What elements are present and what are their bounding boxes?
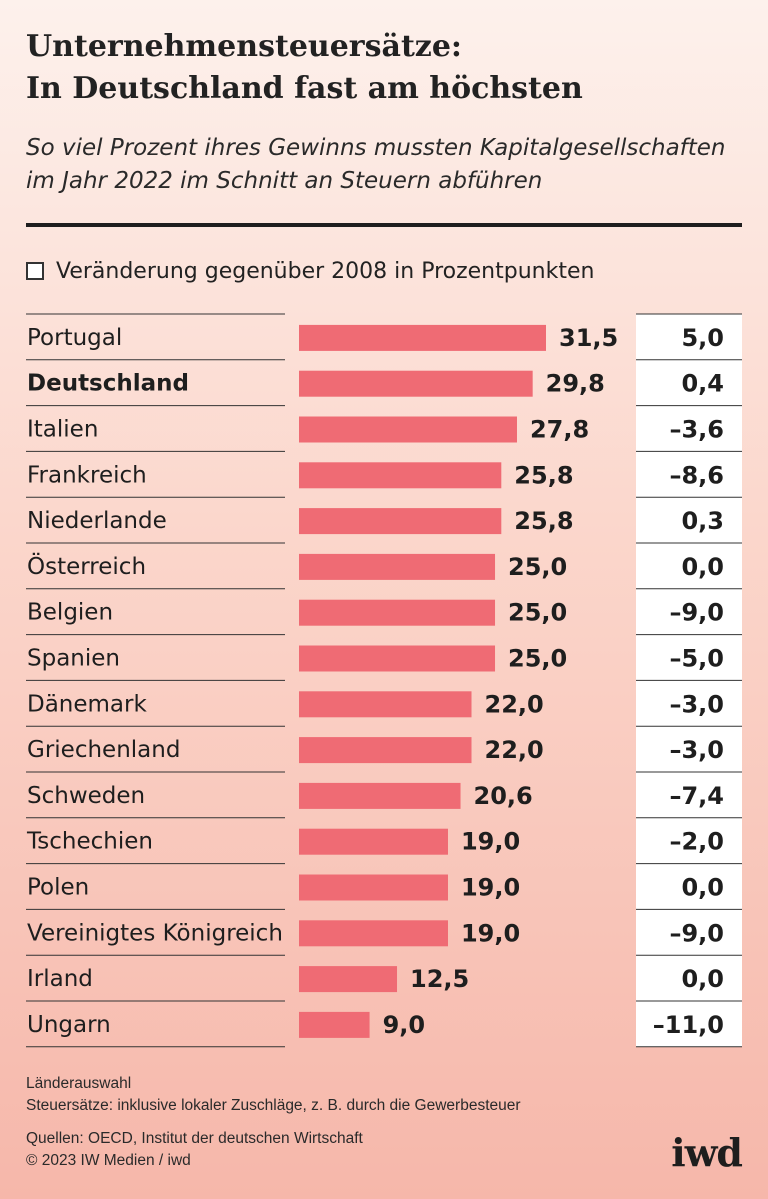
change-value-label: –3,0 xyxy=(669,736,724,764)
bar-value-label: 25,8 xyxy=(514,461,573,489)
header-divider xyxy=(26,223,742,227)
bar xyxy=(299,553,496,580)
category-label: Spanien xyxy=(27,646,120,672)
legend-swatch xyxy=(26,262,44,280)
category-label: Frankreich xyxy=(27,462,147,488)
category-label: Portugal xyxy=(27,325,122,351)
change-value-label: –9,0 xyxy=(669,599,724,627)
bar xyxy=(299,599,496,626)
bar-value-label: 25,0 xyxy=(508,645,567,673)
bar xyxy=(299,508,502,535)
copyright-line: © 2023 IW Medien / iwd xyxy=(26,1152,191,1169)
category-label: Irland xyxy=(27,966,93,992)
bar-value-label: 29,8 xyxy=(546,370,605,398)
category-label: Belgien xyxy=(27,600,113,626)
change-value-label: –3,0 xyxy=(669,690,724,718)
category-label: Tschechien xyxy=(26,829,153,855)
category-label: Griechenland xyxy=(27,737,180,763)
bar xyxy=(299,462,502,489)
bar-value-label: 19,0 xyxy=(461,874,520,902)
chart-title: Unternehmensteuersätze: In Deutschland f… xyxy=(26,26,746,110)
change-value-label: –2,0 xyxy=(669,828,724,856)
chart-subtitle: So viel Prozent ihres Gewinns mussten Ka… xyxy=(26,132,746,198)
footnote-tax-rates: Steuersätze: inklusive lokaler Zuschläge… xyxy=(26,1097,521,1114)
footnotes: Länderauswahl Steuersätze: inklusive lok… xyxy=(26,1073,521,1117)
legend-label: Veränderung gegenüber 2008 in Prozentpun… xyxy=(56,258,595,284)
bar-value-label: 12,5 xyxy=(410,965,469,993)
change-value-label: –11,0 xyxy=(653,1011,724,1039)
change-value-label: 5,0 xyxy=(681,324,724,352)
bar-value-label: 22,0 xyxy=(485,690,544,718)
category-label: Italien xyxy=(27,417,98,443)
bar-value-label: 31,5 xyxy=(559,324,618,352)
bar-value-label: 25,0 xyxy=(508,553,567,581)
category-label: Dänemark xyxy=(27,691,147,717)
bar xyxy=(299,324,546,351)
category-label: Ungarn xyxy=(27,1012,111,1038)
category-label: Niederlande xyxy=(27,508,167,534)
legend: Veränderung gegenüber 2008 in Prozentpun… xyxy=(26,256,594,286)
bar-value-label: 25,0 xyxy=(508,599,567,627)
iwd-logo: iwd xyxy=(671,1130,743,1175)
bar xyxy=(299,645,496,672)
category-label: Polen xyxy=(27,875,89,901)
bar-value-label: 27,8 xyxy=(530,416,589,444)
subtitle-line-1: So viel Prozent ihres Gewinns mussten Ka… xyxy=(26,135,726,161)
bar xyxy=(299,828,448,855)
change-value-label: 0,0 xyxy=(681,874,724,902)
bar xyxy=(299,1011,370,1038)
bar-value-label: 25,8 xyxy=(514,507,573,535)
change-value-label: 0,3 xyxy=(681,507,724,535)
change-value-label: –7,4 xyxy=(669,782,724,810)
subtitle-line-2: im Jahr 2022 im Schnitt an Steuern abfüh… xyxy=(26,168,543,194)
bar xyxy=(299,416,517,443)
change-value-label: 0,4 xyxy=(681,370,724,398)
bar xyxy=(299,782,461,809)
change-value-label: 0,0 xyxy=(681,965,724,993)
category-label: Schweden xyxy=(27,783,145,809)
source-credits: Quellen: OECD, Institut der deutschen Wi… xyxy=(26,1128,363,1172)
bar xyxy=(299,920,448,947)
change-value-label: 0,0 xyxy=(681,553,724,581)
bar xyxy=(299,966,398,993)
bar xyxy=(299,874,448,901)
bar xyxy=(299,737,472,764)
bar xyxy=(299,691,472,718)
bar-value-label: 20,6 xyxy=(474,782,533,810)
change-value-label: –3,6 xyxy=(669,416,724,444)
change-value-label: –9,0 xyxy=(669,919,724,947)
change-value-label: –5,0 xyxy=(669,645,724,673)
bar xyxy=(299,370,533,397)
title-line-1: Unternehmensteuersätze: xyxy=(26,29,462,64)
source-line: Quellen: OECD, Institut der deutschen Wi… xyxy=(26,1130,363,1147)
bar-value-label: 19,0 xyxy=(461,828,520,856)
bar-value-label: 9,0 xyxy=(383,1011,426,1039)
bar-value-label: 19,0 xyxy=(461,919,520,947)
category-label: Deutschland xyxy=(27,371,189,397)
title-line-2: In Deutschland fast am höchsten xyxy=(26,71,583,106)
category-label: Vereinigtes Königreich xyxy=(27,920,283,946)
change-value-label: –8,6 xyxy=(669,461,724,489)
category-label: Österreich xyxy=(27,552,146,580)
bar-value-label: 22,0 xyxy=(485,736,544,764)
footnote-selection: Länderauswahl xyxy=(26,1075,132,1092)
